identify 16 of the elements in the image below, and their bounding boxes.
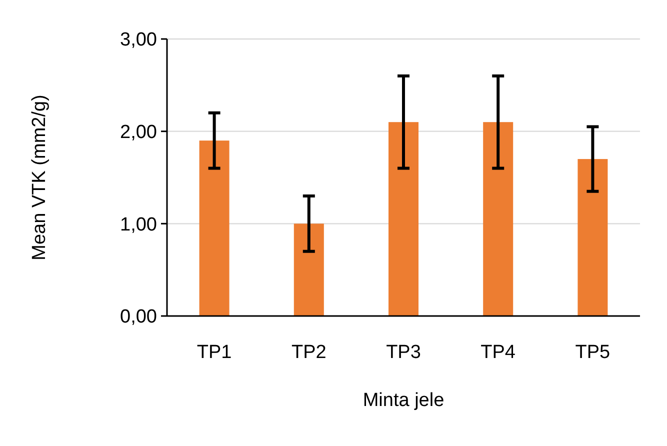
x-tick-label: TP5 (575, 342, 610, 363)
bar (294, 224, 324, 316)
y-axis-title: Mean VTK (mm2/g) (29, 94, 50, 260)
y-tick-label: 3,00 (120, 30, 157, 51)
bar (388, 122, 418, 316)
x-tick-label: TP4 (480, 342, 516, 363)
x-axis-title: Minta jele (362, 390, 444, 411)
x-tick-label: TP1 (196, 342, 232, 363)
bar (483, 122, 514, 316)
bar (578, 159, 608, 316)
x-tick-label: TP2 (291, 342, 326, 363)
y-tick-label: 1,00 (120, 214, 157, 236)
y-tick-label: 2,00 (120, 122, 157, 143)
bar (199, 140, 230, 316)
y-tick-label: 0,00 (120, 306, 157, 328)
x-tick-label: TP3 (386, 342, 421, 363)
